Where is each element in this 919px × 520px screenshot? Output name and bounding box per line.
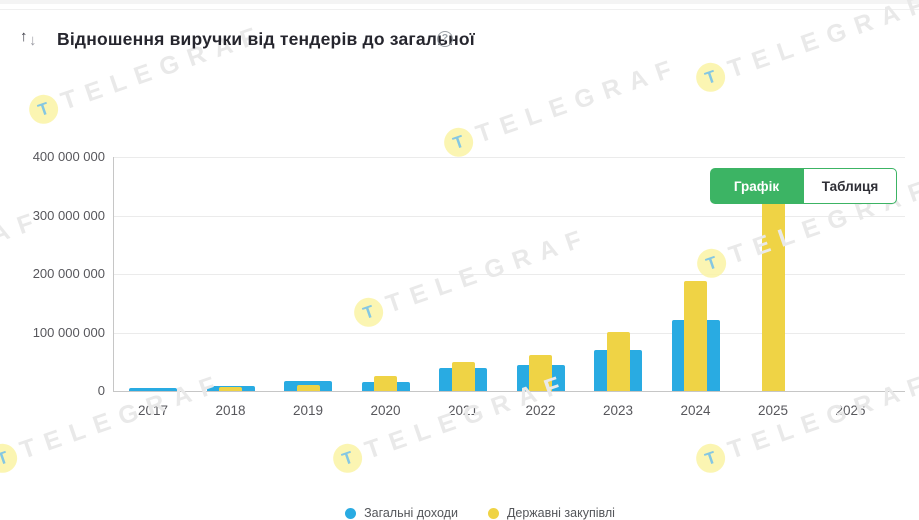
legend-dot-icon (487, 507, 499, 519)
x-axis-tick-label: 2020 (370, 403, 401, 418)
y-axis-tick-label: 400 000 000 (32, 149, 105, 164)
bar-yellow-2025[interactable] (761, 189, 785, 391)
legend-label: Загальні доходи (364, 506, 458, 520)
help-icon[interactable]: ? (437, 31, 453, 47)
chart-legend: Загальні доходи Державні закупівлі (0, 506, 919, 520)
bar-yellow-2024[interactable] (684, 281, 707, 391)
tab-chart[interactable]: Графік (710, 168, 803, 204)
top-hairline (0, 9, 919, 10)
bar-blue-2017[interactable] (129, 388, 177, 391)
x-axis-tick-label: 2021 (447, 403, 479, 418)
y-axis-tick-label: 0 (97, 383, 105, 398)
x-axis-tick-label: 2017 (137, 403, 169, 418)
bar-yellow-2023[interactable] (606, 332, 630, 391)
top-strip (0, 0, 919, 4)
legend-item[interactable]: Державні закупівлі (487, 506, 615, 520)
tab-table[interactable]: Таблиця (803, 168, 897, 204)
bar-chart-plot: 0 100 000 000 200 000 000 300 000 000 400 00… (0, 68, 919, 502)
sort-down-arrow-icon: ↓ (29, 32, 37, 49)
x-axis-tick-label: 2023 (602, 403, 634, 418)
bar-yellow-2020[interactable] (374, 376, 397, 391)
legend-label: Державні закупівлі (506, 506, 615, 520)
x-axis-tick-label: 2024 (680, 403, 711, 418)
gridline (113, 332, 905, 334)
y-axis-tick-label: 100 000 000 (32, 324, 105, 340)
x-axis-tick-label: 2019 (292, 403, 324, 418)
bar-yellow-2021[interactable] (451, 362, 475, 391)
sort-icon[interactable]: ↑ ↓ (20, 28, 42, 50)
x-axis-tick-label: 2018 (215, 403, 246, 418)
bar-yellow-2018[interactable] (219, 387, 242, 391)
x-axis-tick-label: 2025 (757, 403, 789, 418)
chart-region: Графік Таблиця 0 100 000 000 200 000 000 30… (0, 68, 919, 520)
x-axis-tick-label: 2022 (525, 403, 556, 418)
gridline (113, 274, 905, 275)
y-axis-tick-label: 200 000 000 (32, 266, 105, 281)
bar-yellow-2019[interactable] (296, 385, 320, 391)
y-axis-line (113, 157, 114, 391)
bar-yellow-2022[interactable] (529, 355, 552, 391)
sort-up-arrow-icon: ↑ (20, 28, 28, 45)
header: ↑ ↓ Відношення виручки від тендерів до з… (0, 0, 919, 68)
gridline (113, 391, 905, 392)
legend-dot-icon (345, 507, 357, 519)
page-title: Відношення виручки від тендерів до загал… (57, 29, 475, 49)
x-axis-tick-label: 2026 (835, 403, 866, 418)
gridline (113, 157, 905, 158)
gridline (113, 215, 905, 217)
y-axis-tick-label: 300 000 000 (32, 207, 105, 223)
view-toggle: Графік Таблиця (710, 168, 897, 204)
legend-item[interactable]: Загальні доходи (345, 506, 458, 520)
